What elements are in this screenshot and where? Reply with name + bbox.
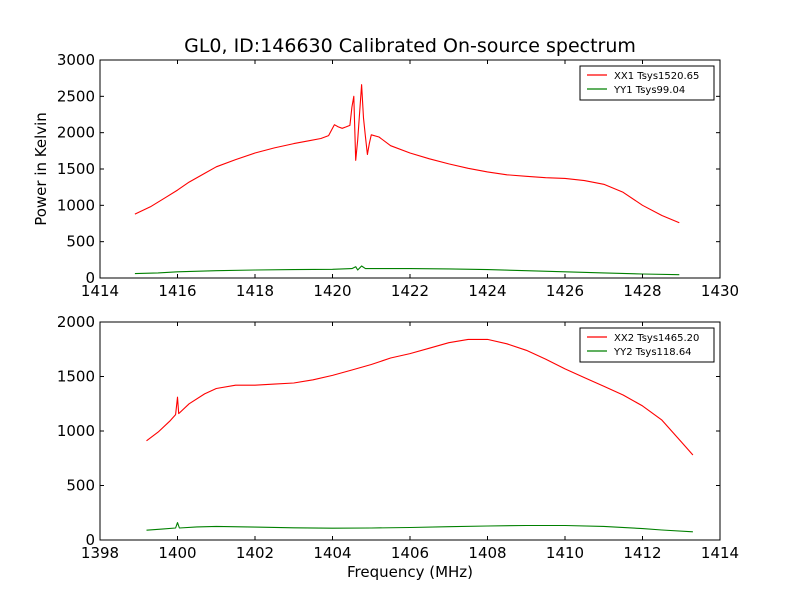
legend-label-0-0: XX1 Tsys1520.65 bbox=[614, 71, 699, 82]
x-tick-label-0-0: 1414 bbox=[81, 282, 119, 300]
x-tick-label-1-6: 1410 bbox=[546, 544, 584, 562]
legend-0: XX1 Tsys1520.65 YY1 Tsys99.04 bbox=[579, 65, 715, 101]
x-tick-label-0-6: 1426 bbox=[546, 282, 584, 300]
x-tick-label-1-3: 1404 bbox=[313, 544, 351, 562]
legend-label-0-1: YY1 Tsys99.04 bbox=[613, 85, 685, 96]
series-line-0-1 bbox=[134, 265, 680, 276]
legend-label-1-0: XX2 Tsys1465.20 bbox=[614, 333, 699, 344]
y-tick-label-1-1: 500 bbox=[66, 477, 95, 495]
legend-1: XX2 Tsys1465.20 YY2 Tsys118.64 bbox=[579, 327, 715, 363]
y-tick-label-0-2: 1000 bbox=[57, 196, 95, 214]
x-tick-label-1-8: 1414 bbox=[701, 544, 739, 562]
y-tick-label-1-2: 1000 bbox=[57, 422, 95, 440]
y-tick-label-0-4: 2000 bbox=[57, 124, 95, 142]
legend-label-1-1: YY2 Tsys118.64 bbox=[613, 347, 692, 358]
y-tick-label-0-6: 3000 bbox=[57, 51, 95, 69]
x-tick-label-1-1: 1400 bbox=[158, 544, 196, 562]
x-tick-label-1-2: 1402 bbox=[236, 544, 274, 562]
x-tick-label-0-1: 1416 bbox=[158, 282, 196, 300]
y-tick-label-0-0: 0 bbox=[85, 269, 95, 287]
series-line-1-0 bbox=[146, 338, 694, 456]
x-tick-label-0-4: 1422 bbox=[391, 282, 429, 300]
x-tick-label-1-5: 1408 bbox=[468, 544, 506, 562]
x-tick-label-0-5: 1424 bbox=[468, 282, 506, 300]
series-line-0-0 bbox=[134, 84, 680, 224]
top-spectrum-panel: 1414 1416 1418 1420 1422 1424 1426 1428 1430 0 500… bbox=[57, 51, 739, 300]
x-tick-label-1-4: 1406 bbox=[391, 544, 429, 562]
x-tick-label-0-3: 1420 bbox=[313, 282, 351, 300]
legend-box-1 bbox=[579, 327, 715, 363]
legend-box-0 bbox=[579, 65, 715, 101]
y-tick-label-0-3: 1500 bbox=[57, 160, 95, 178]
x-tick-label-0-7: 1428 bbox=[623, 282, 661, 300]
y-tick-label-0-1: 500 bbox=[66, 233, 95, 251]
x-tick-label-1-0: 1398 bbox=[81, 544, 119, 562]
y-tick-label-1-4: 2000 bbox=[57, 313, 95, 331]
x-tick-label-0-8: 1430 bbox=[701, 282, 739, 300]
y-tick-label-1-0: 0 bbox=[85, 531, 95, 549]
bottom-spectrum-panel: 1398 1400 1402 1404 1406 1408 1410 1412 1414 0 500… bbox=[57, 313, 739, 562]
x-axis-label: Frequency (MHz) bbox=[347, 563, 473, 581]
x-tick-label-0-2: 1418 bbox=[236, 282, 274, 300]
y-tick-label-0-5: 2500 bbox=[57, 87, 95, 105]
x-tick-label-1-7: 1412 bbox=[623, 544, 661, 562]
chart-title: GL0, ID:146630 Calibrated On-source spec… bbox=[184, 35, 636, 57]
y-tick-label-1-3: 1500 bbox=[57, 368, 95, 386]
series-line-1-1 bbox=[146, 522, 693, 533]
y-axis-label: Power in Kelvin bbox=[32, 112, 50, 226]
